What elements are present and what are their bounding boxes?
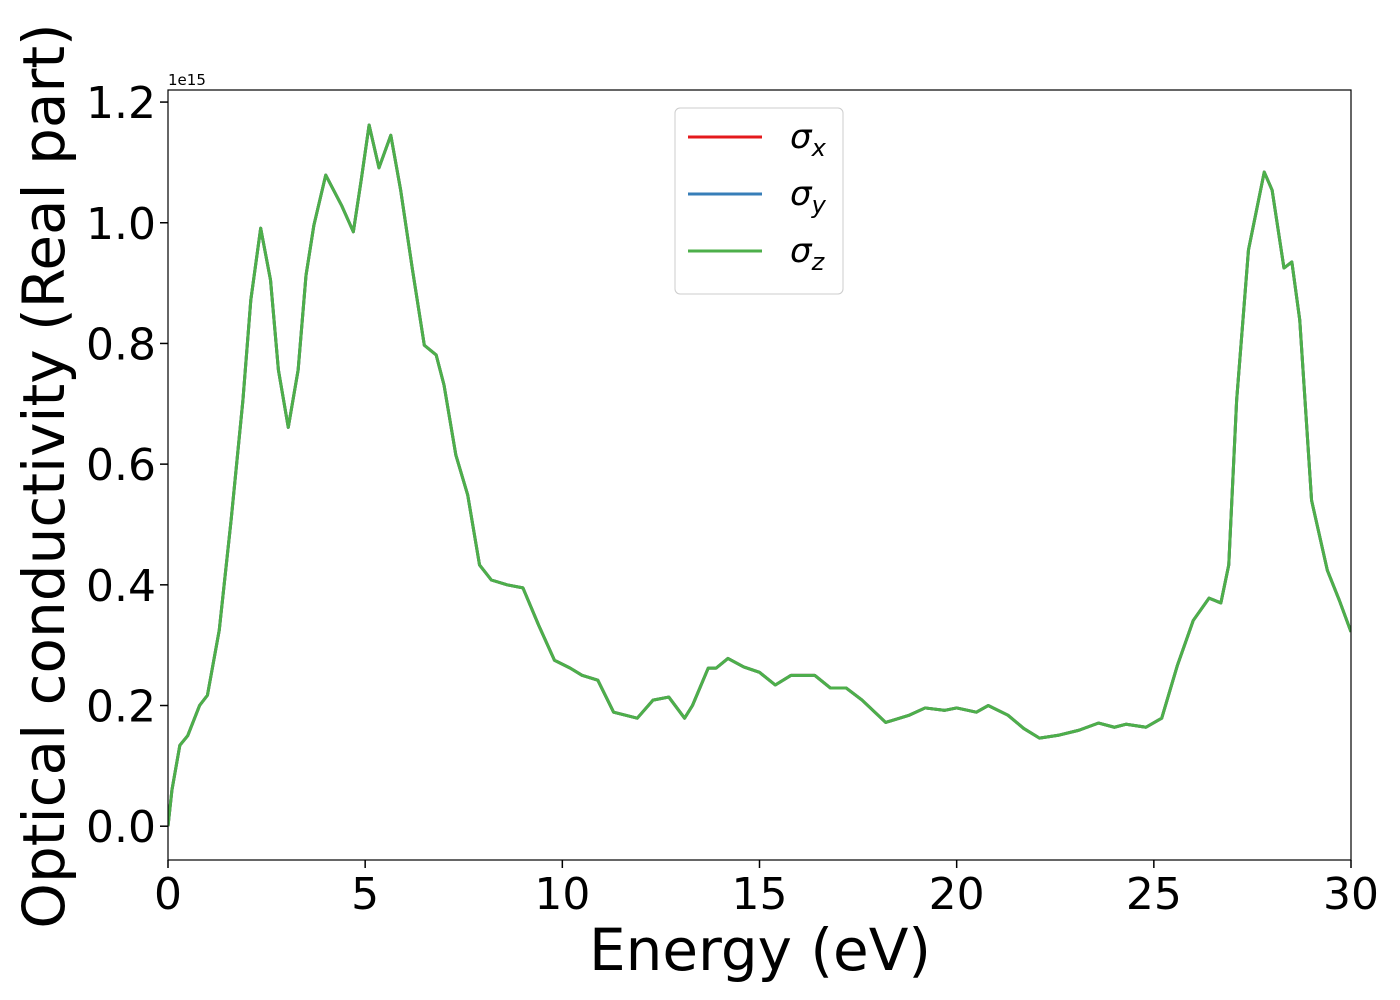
legend-label: σy <box>790 174 827 219</box>
plot-frame <box>167 89 1352 861</box>
legend-label: σx <box>790 117 827 162</box>
x-tick-label: 25 <box>1126 869 1182 920</box>
x-axis-label: Energy (eV) <box>589 916 931 984</box>
series-line <box>168 123 1351 827</box>
x-tick-label: 10 <box>534 869 590 920</box>
x-tick-label: 5 <box>351 869 379 920</box>
x-tick-label: 15 <box>732 869 788 920</box>
y-offset-label: 1e15 <box>168 71 206 89</box>
y-tick-label: 0.0 <box>86 802 156 853</box>
y-tick-label: 0.2 <box>86 682 156 733</box>
legend-label: σz <box>790 231 826 276</box>
y-tick-label: 0.6 <box>86 440 156 491</box>
x-tick-label: 0 <box>154 869 182 920</box>
legend-box <box>674 107 844 295</box>
y-tick-label: 0.8 <box>86 319 156 370</box>
x-tick-label: 20 <box>929 869 985 920</box>
y-axis-label: Optical conductivity (Real part) <box>10 23 78 928</box>
y-tick-label: 1.0 <box>86 199 156 250</box>
y-tick-label: 0.4 <box>86 561 156 612</box>
x-tick-label: 30 <box>1323 869 1379 920</box>
y-tick-label: 1.2 <box>86 78 156 129</box>
